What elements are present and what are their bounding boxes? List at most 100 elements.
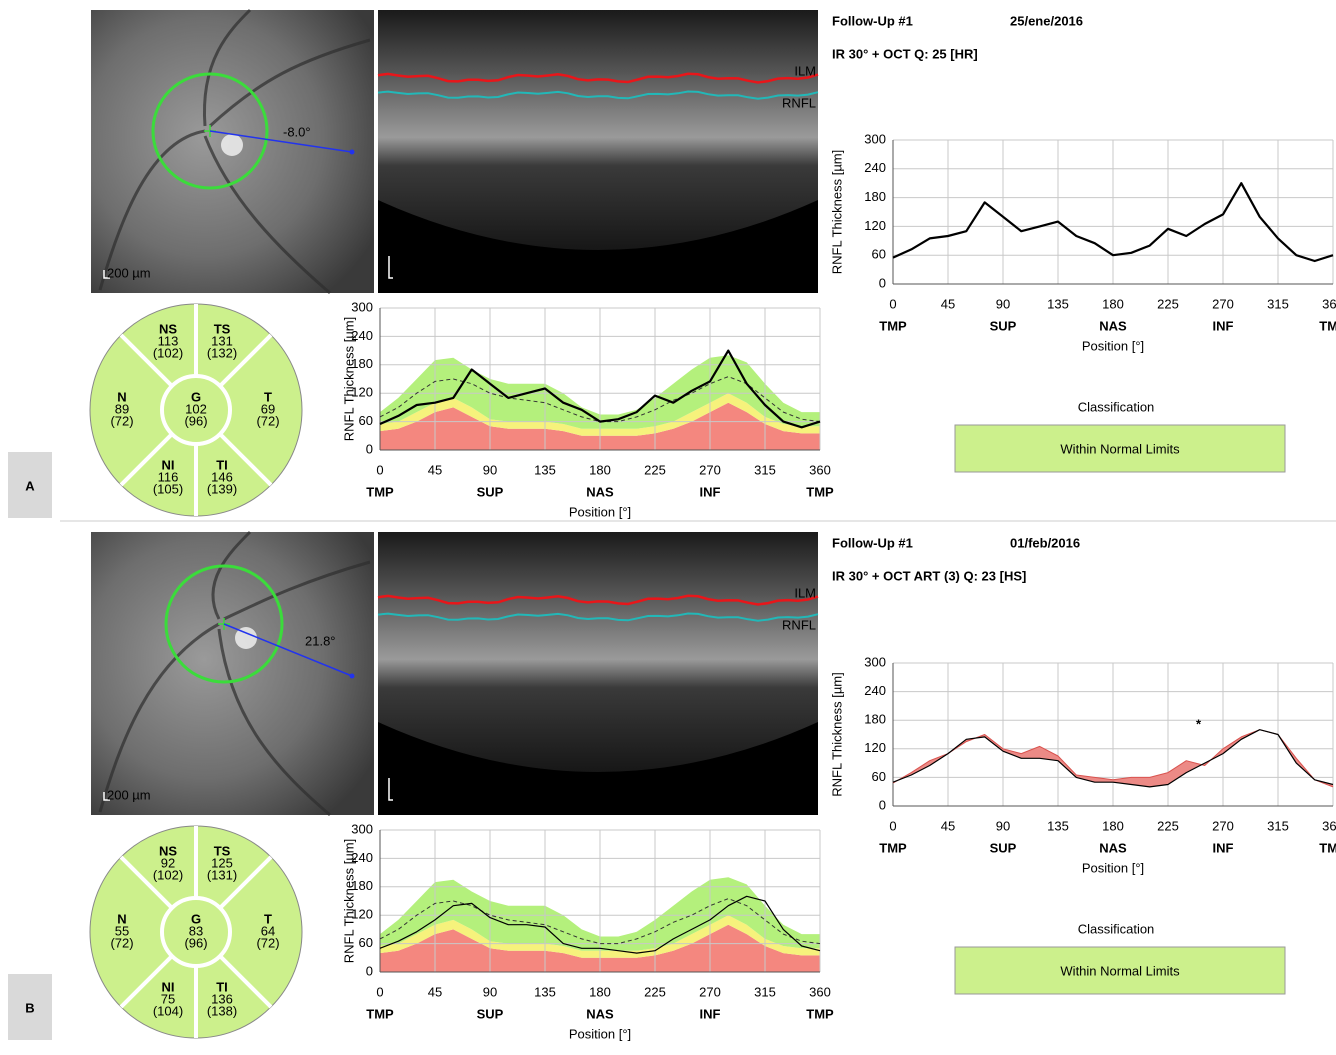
x-region-label: NAS [586, 1006, 614, 1021]
x-tick-label: 135 [534, 984, 556, 999]
x-tick-label: 180 [589, 984, 611, 999]
y-tick-label: 0 [879, 275, 886, 290]
x-region-label: NAS [586, 484, 614, 499]
x-tick-label: 45 [428, 984, 442, 999]
x-tick-label: 270 [699, 462, 721, 477]
x-tick-label: 90 [483, 462, 497, 477]
scan-info: IR 30° + OCT ART (3) Q: 23 [HS] [832, 568, 1026, 583]
x-tick-label: 225 [644, 462, 666, 477]
x-tick-label: 270 [699, 984, 721, 999]
scan-info: IR 30° + OCT Q: 25 [HR] [832, 46, 978, 61]
x-region-label: INF [1213, 318, 1234, 333]
panel-letter: B [25, 1000, 34, 1015]
x-tick-label: 315 [1267, 818, 1289, 833]
x-region-label: INF [700, 484, 721, 499]
x-region-label: TMP [806, 484, 834, 499]
sector-reference: (96) [184, 413, 207, 428]
sector-reference: (131) [207, 867, 237, 882]
sector-reference: (102) [153, 867, 183, 882]
fundus-scale: 200 µm [107, 787, 151, 802]
x-tick-label: 0 [376, 984, 383, 999]
sector-reference: (139) [207, 481, 237, 496]
sector-reference: (132) [207, 345, 237, 360]
y-tick-label: 240 [864, 683, 886, 698]
classification-result: Within Normal Limits [1060, 441, 1180, 456]
y-tick-label: 0 [879, 797, 886, 812]
oct-scale: 200 µm [393, 265, 437, 280]
sector-reference: (104) [153, 1003, 183, 1018]
report-date: 25/ene/2016 [1010, 13, 1083, 28]
classification-title: Classification [1078, 399, 1155, 414]
fundus-scale: 200 µm [107, 265, 151, 280]
x-tick-label: 360 [1322, 818, 1336, 833]
sector-reference: (72) [110, 413, 133, 428]
sector-reference: (72) [256, 413, 279, 428]
sector-reference: (138) [207, 1003, 237, 1018]
oct-layer-label: RNFL [782, 617, 816, 632]
optic-disc [221, 134, 243, 156]
y-axis-label: RNFL Thickness [µm] [829, 672, 844, 797]
x-region-label: TMP [1319, 840, 1336, 855]
x-tick-label: 270 [1212, 296, 1234, 311]
y-tick-label: 60 [359, 413, 373, 428]
x-region-label: SUP [477, 1006, 504, 1021]
x-region-label: TMP [366, 484, 394, 499]
x-region-label: TMP [879, 318, 907, 333]
fundus-angle: -8.0° [283, 124, 311, 139]
x-axis-label: Position [°] [569, 504, 631, 519]
x-tick-label: 180 [1102, 818, 1124, 833]
oct-layer-label: RNFL [782, 95, 816, 110]
classification-result: Within Normal Limits [1060, 963, 1180, 978]
sector-reference: (96) [184, 935, 207, 950]
x-tick-label: 0 [889, 296, 896, 311]
x-tick-label: 315 [1267, 296, 1289, 311]
x-tick-label: 90 [996, 818, 1010, 833]
report-title: Follow-Up #1 [832, 13, 913, 28]
x-tick-label: 135 [1047, 296, 1069, 311]
y-tick-label: 300 [351, 299, 373, 314]
x-tick-label: 90 [996, 296, 1010, 311]
x-tick-label: 135 [1047, 818, 1069, 833]
x-tick-label: 225 [644, 984, 666, 999]
x-tick-label: 315 [754, 984, 776, 999]
x-region-label: SUP [990, 318, 1017, 333]
x-region-label: TMP [879, 840, 907, 855]
x-axis-label: Position [°] [1082, 338, 1144, 353]
x-tick-label: 135 [534, 462, 556, 477]
y-tick-label: 120 [864, 740, 886, 755]
sector-reference: (72) [110, 935, 133, 950]
x-region-label: TMP [806, 1006, 834, 1021]
y-tick-label: 300 [351, 821, 373, 836]
y-tick-label: 60 [359, 935, 373, 950]
x-region-label: TMP [1319, 318, 1336, 333]
x-region-label: NAS [1099, 840, 1127, 855]
y-axis-label: RNFL Thickness [µm] [341, 317, 356, 442]
page: A-8.0°200 µmILMRNFL200 µmFollow-Up #125/… [0, 0, 1336, 1055]
x-region-label: SUP [990, 840, 1017, 855]
report-title: Follow-Up #1 [832, 535, 913, 550]
x-tick-label: 0 [376, 462, 383, 477]
y-tick-label: 0 [366, 441, 373, 456]
y-tick-label: 180 [864, 189, 886, 204]
y-tick-label: 120 [864, 218, 886, 233]
x-tick-label: 360 [1322, 296, 1336, 311]
x-region-label: INF [700, 1006, 721, 1021]
oct-scale: 200 µm [393, 787, 437, 802]
x-tick-label: 180 [589, 462, 611, 477]
x-tick-label: 45 [941, 296, 955, 311]
report-date: 01/feb/2016 [1010, 535, 1080, 550]
x-region-label: NAS [1099, 318, 1127, 333]
x-tick-label: 270 [1212, 818, 1234, 833]
y-tick-label: 60 [872, 769, 886, 784]
x-tick-label: 0 [889, 818, 896, 833]
orientation-dot [350, 150, 355, 155]
oct-layer-label: ILM [794, 585, 816, 600]
y-tick-label: 300 [864, 654, 886, 669]
x-axis-label: Position [°] [1082, 860, 1144, 875]
figure: A-8.0°200 µmILMRNFL200 µmFollow-Up #125/… [0, 0, 1336, 1055]
x-tick-label: 90 [483, 984, 497, 999]
x-tick-label: 180 [1102, 296, 1124, 311]
oct-layer-label: ILM [794, 63, 816, 78]
x-tick-label: 360 [809, 462, 831, 477]
y-tick-label: 0 [366, 963, 373, 978]
